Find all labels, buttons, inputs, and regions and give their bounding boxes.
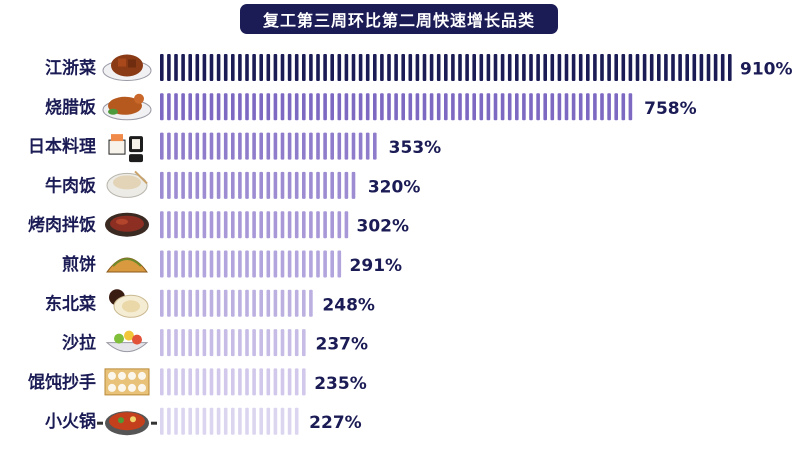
- salad-bowl-icon: [105, 330, 149, 353]
- data-label: 320%: [368, 177, 421, 197]
- beef-rice-bowl-icon: [106, 170, 148, 198]
- category-label: 烤肉拌饭: [28, 215, 96, 236]
- braised-pork-dish-icon: [102, 54, 152, 81]
- category-label: 东北菜: [45, 293, 97, 314]
- data-label: 291%: [350, 256, 403, 276]
- chart-title-banner: 复工第三周环比第二周快速增长品类: [240, 4, 558, 34]
- bar: [160, 368, 306, 396]
- bar: [160, 250, 342, 278]
- category-label: 日本料理: [28, 136, 96, 157]
- data-label: 248%: [322, 295, 375, 315]
- bar: [160, 211, 349, 239]
- sushi-icon: [108, 134, 143, 163]
- bar: [160, 171, 356, 199]
- grilled-meat-plate-icon: [105, 212, 149, 237]
- data-label: 227%: [309, 413, 362, 433]
- data-label: 302%: [356, 217, 409, 237]
- data-label: 235%: [314, 374, 367, 394]
- bar: [160, 289, 313, 317]
- category-label: 牛肉饭: [45, 175, 96, 196]
- hotpot-icon: [97, 411, 157, 436]
- category-label: 馄饨抄手: [27, 372, 96, 393]
- data-label: 910%: [740, 60, 793, 80]
- bar: [160, 132, 377, 160]
- chart-title: 复工第三周环比第二周快速增长品类: [262, 11, 535, 30]
- bar: [160, 93, 633, 121]
- category-label: 江浙菜: [45, 58, 97, 79]
- pancake-icon: [106, 257, 148, 273]
- category-label: 煎饼: [62, 254, 96, 275]
- bar: [160, 407, 299, 435]
- roast-duck-dish-icon: [102, 93, 152, 121]
- category-label: 小火锅: [45, 411, 96, 432]
- category-label: 沙拉: [62, 333, 96, 354]
- bar: [160, 54, 732, 81]
- data-label: 237%: [315, 335, 368, 355]
- dumpling-sauce-plate-icon: [109, 289, 149, 318]
- data-label: 353%: [389, 138, 442, 158]
- category-label: 烧腊饭: [45, 97, 96, 118]
- wonton-tray-icon: [104, 368, 150, 396]
- data-label: 758%: [644, 99, 697, 119]
- bar: [160, 329, 306, 357]
